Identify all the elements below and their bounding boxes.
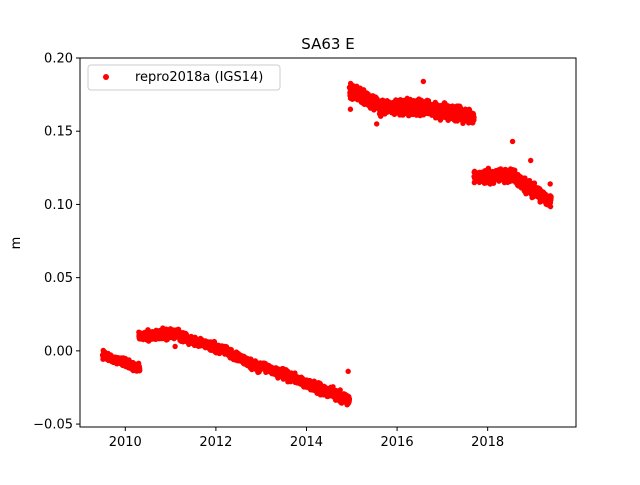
- data-point: [420, 78, 427, 85]
- data-point: [137, 367, 143, 374]
- y-tick-label: 0.15: [44, 125, 73, 140]
- x-tick-label: 2018: [471, 435, 504, 450]
- y-axis-ticks: −0.05 0.00 0.05 0.10 0.15 0.20: [33, 52, 80, 433]
- data-point: [337, 387, 343, 393]
- legend-marker: [103, 74, 109, 80]
- data-point: [547, 181, 553, 187]
- chart-title: SA63 E: [301, 35, 354, 53]
- y-axis-label: m: [9, 237, 24, 250]
- legend-box: [87, 64, 281, 91]
- data-point: [547, 203, 554, 210]
- data-point: [345, 368, 351, 375]
- y-tick-label: −0.05: [33, 418, 73, 433]
- data-point: [471, 114, 477, 120]
- data-point: [548, 193, 554, 200]
- data-point: [509, 138, 516, 145]
- legend: repro2018a (IGS14): [87, 64, 281, 91]
- data-points: [99, 78, 554, 408]
- y-tick-label: 0.20: [44, 52, 73, 67]
- x-tick-label: 2014: [290, 435, 323, 450]
- data-point: [172, 343, 178, 350]
- data-point: [373, 121, 380, 127]
- y-tick-label: 0.05: [44, 271, 73, 286]
- data-point: [347, 106, 354, 112]
- data-point: [528, 157, 534, 164]
- x-axis-ticks: 2010 2012 2014 2016 2018: [109, 427, 504, 450]
- x-tick-label: 2010: [109, 435, 142, 450]
- x-tick-label: 2016: [381, 435, 414, 450]
- data-point: [346, 396, 353, 402]
- legend-entry-label: repro2018a (IGS14): [135, 70, 263, 85]
- y-tick-label: 0.10: [44, 198, 73, 213]
- plot-frame: [79, 57, 577, 428]
- y-tick-label: 0.00: [44, 344, 73, 359]
- x-tick-label: 2012: [199, 435, 232, 450]
